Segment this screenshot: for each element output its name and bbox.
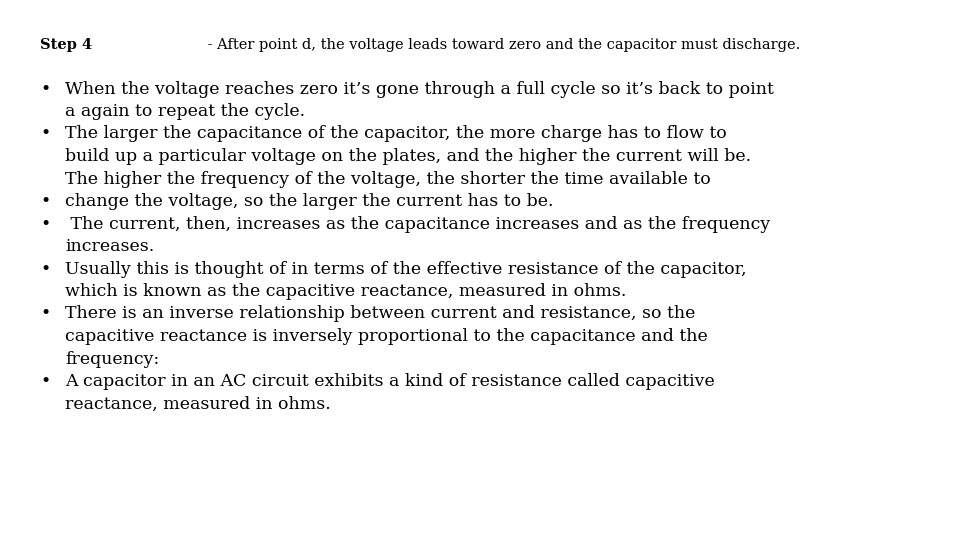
Text: •: •: [40, 80, 51, 98]
Text: •: •: [40, 193, 51, 210]
Text: - After point d, the voltage leads toward zero and the capacitor must discharge.: - After point d, the voltage leads towar…: [204, 38, 801, 52]
Text: There is an inverse relationship between current and resistance, so the: There is an inverse relationship between…: [65, 306, 696, 322]
Text: capacitive reactance is inversely proportional to the capacitance and the: capacitive reactance is inversely propor…: [65, 328, 708, 345]
Text: •: •: [40, 306, 51, 322]
Text: •: •: [40, 373, 51, 390]
Text: increases.: increases.: [65, 238, 155, 255]
Text: which is known as the capacitive reactance, measured in ohms.: which is known as the capacitive reactan…: [65, 283, 627, 300]
Text: reactance, measured in ohms.: reactance, measured in ohms.: [65, 395, 331, 413]
Text: Step 4: Step 4: [40, 38, 92, 52]
Text: change the voltage, so the larger the current has to be.: change the voltage, so the larger the cu…: [65, 193, 554, 210]
Text: frequency:: frequency:: [65, 350, 159, 368]
Text: The current, then, increases as the capacitance increases and as the frequency: The current, then, increases as the capa…: [65, 215, 771, 233]
Text: A capacitor in an AC circuit exhibits a kind of resistance called capacitive: A capacitor in an AC circuit exhibits a …: [65, 373, 715, 390]
Text: Usually this is thought of in terms of the effective resistance of the capacitor: Usually this is thought of in terms of t…: [65, 260, 747, 278]
Text: •: •: [40, 260, 51, 278]
Text: •: •: [40, 215, 51, 233]
Text: a again to repeat the cycle.: a again to repeat the cycle.: [65, 103, 305, 120]
Text: build up a particular voltage on the plates, and the higher the current will be.: build up a particular voltage on the pla…: [65, 148, 752, 165]
Text: When the voltage reaches zero it’s gone through a full cycle so it’s back to poi: When the voltage reaches zero it’s gone …: [65, 80, 774, 98]
Text: The larger the capacitance of the capacitor, the more charge has to flow to: The larger the capacitance of the capaci…: [65, 125, 727, 143]
Text: •: •: [40, 125, 51, 143]
Text: The higher the frequency of the voltage, the shorter the time available to: The higher the frequency of the voltage,…: [65, 171, 711, 187]
